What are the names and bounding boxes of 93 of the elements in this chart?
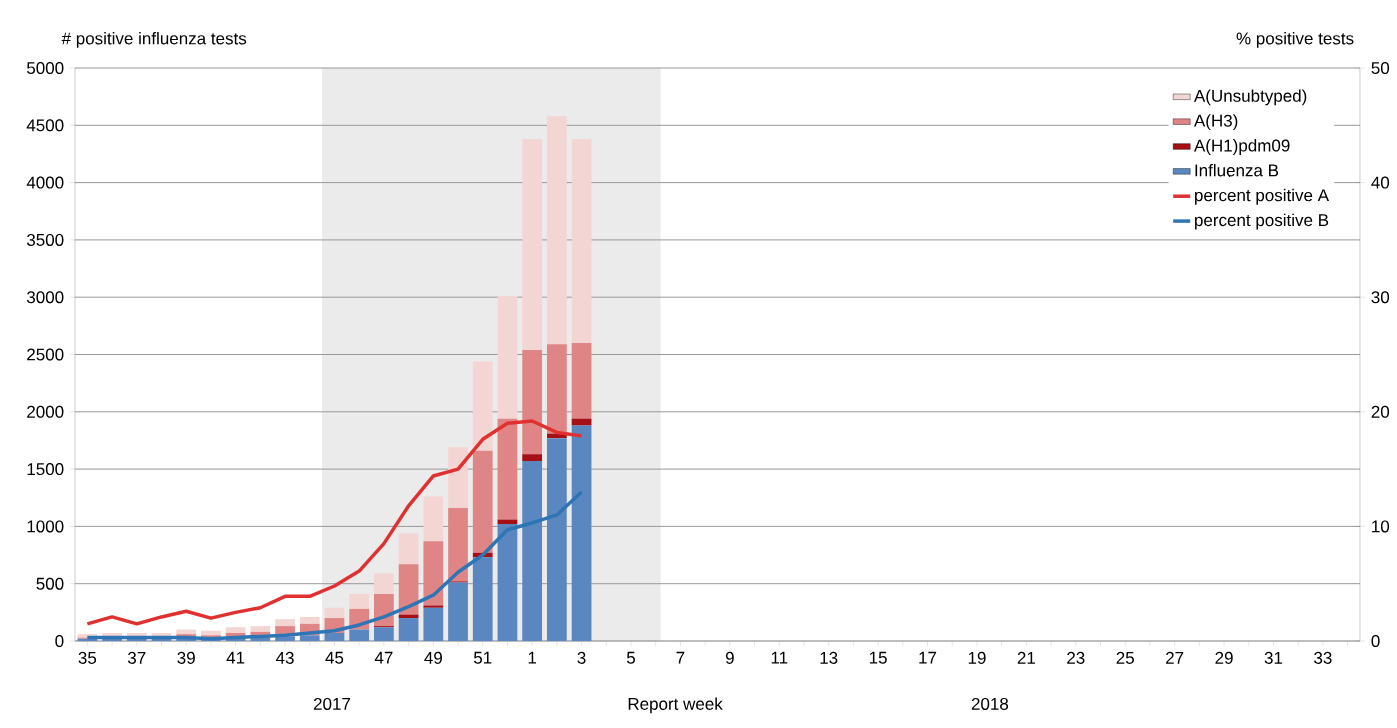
x-tick-label: 35 [78, 651, 97, 664]
bar [522, 461, 543, 641]
bar [546, 116, 567, 345]
x-tick-label: 9 [725, 651, 734, 664]
bar [299, 635, 320, 641]
bar [398, 564, 419, 615]
x-tick-label: 31 [1264, 651, 1283, 664]
bar [448, 582, 468, 641]
y-tick-label: 4000 [26, 176, 64, 189]
y2-tick-label: 10 [1372, 520, 1390, 533]
y2-tick-label: 40 [1371, 176, 1390, 189]
x-tick-label: 17 [919, 651, 937, 664]
x-tick-label: 5 [626, 651, 635, 664]
y-tick-label: 5000 [27, 61, 64, 75]
x-tick-label: 19 [968, 651, 986, 664]
y-axis-title: # positive influenza tests [61, 31, 247, 48]
bar [349, 629, 370, 641]
y-tick-label: 3500 [26, 233, 64, 246]
bar [448, 447, 468, 509]
bar [349, 594, 370, 609]
y2-axis-title: % positive tests [1236, 31, 1354, 48]
y-tick-label: 500 [36, 577, 64, 590]
x-tick-label: 23 [1067, 651, 1085, 664]
legend-label: percent positive B [1195, 213, 1329, 230]
line-series [85, 419, 584, 626]
x-tick-label: 27 [1166, 651, 1184, 664]
x-tick-label: 45 [325, 651, 344, 664]
bar [571, 343, 592, 419]
y-tick-label: 2500 [27, 348, 64, 361]
x-tick-label: 49 [424, 651, 442, 664]
y-tick-label: 4500 [26, 119, 64, 132]
x-tick-label: 13 [820, 651, 838, 664]
bar [497, 296, 518, 419]
bar [324, 632, 345, 641]
text: 2018 [971, 697, 1009, 710]
bar [497, 418, 518, 520]
bar [225, 627, 246, 633]
y2-tick-label: 20 [1371, 405, 1390, 418]
x-tick-label: 21 [1017, 651, 1035, 664]
bar [472, 361, 493, 451]
y2-tick-label: 50 [1371, 61, 1390, 75]
bar [374, 573, 394, 595]
bar [546, 438, 567, 641]
x-tick-label: 1 [528, 651, 537, 664]
x-tick-label: 37 [127, 651, 146, 664]
x-tick-label: 43 [275, 651, 294, 664]
bar [522, 454, 543, 462]
bar [522, 349, 543, 455]
bar [299, 616, 320, 624]
x-tick-label: 51 [473, 651, 492, 664]
legend-label: A(H3) [1193, 114, 1238, 131]
bar [398, 618, 419, 641]
bar [522, 139, 543, 350]
y-tick-label: 0 [55, 634, 64, 648]
bar [448, 508, 468, 582]
bar [374, 627, 394, 641]
x-tick-label: 39 [177, 651, 195, 664]
y-tick-label: 2000 [27, 405, 64, 418]
x-tick-label: 15 [869, 651, 887, 664]
x-tick-label: 29 [1215, 651, 1233, 664]
x-tick-label: 11 [771, 651, 788, 664]
bar [423, 607, 444, 641]
y-tick-label: 1500 [27, 463, 64, 476]
y2-tick-label: 30 [1371, 291, 1390, 304]
legend-label: percent positive A [1195, 188, 1330, 205]
x-tick-label: 7 [676, 651, 685, 664]
x-axis-title: Report week [628, 697, 723, 714]
bar [423, 605, 444, 608]
x-tick-label: 3 [577, 651, 586, 664]
legend-label: A(H1)pdm09 [1193, 139, 1290, 155]
bar [250, 626, 271, 632]
x-tick-label: 47 [374, 651, 393, 664]
y2-tick-label: 0 [1371, 634, 1380, 648]
bar [571, 139, 592, 344]
x-tick-label: 25 [1116, 651, 1134, 664]
bar [423, 496, 444, 542]
legend-label: Influenza B [1195, 163, 1279, 177]
x-tick-label: 33 [1314, 651, 1332, 664]
bar [497, 524, 518, 641]
bar [571, 418, 592, 426]
text: 2017 [313, 697, 351, 710]
bar [423, 541, 444, 606]
y-tick-label: 1000 [27, 520, 64, 533]
bar [571, 425, 592, 641]
x-tick-label: 41 [226, 651, 245, 664]
bar [324, 607, 345, 619]
bar [398, 533, 419, 565]
bar [546, 344, 567, 434]
y-tick-label: 3000 [26, 291, 64, 304]
bar [472, 557, 493, 641]
legend-label: A(Unsubtyped) [1193, 89, 1307, 106]
bar [472, 450, 493, 553]
bar [275, 619, 295, 627]
